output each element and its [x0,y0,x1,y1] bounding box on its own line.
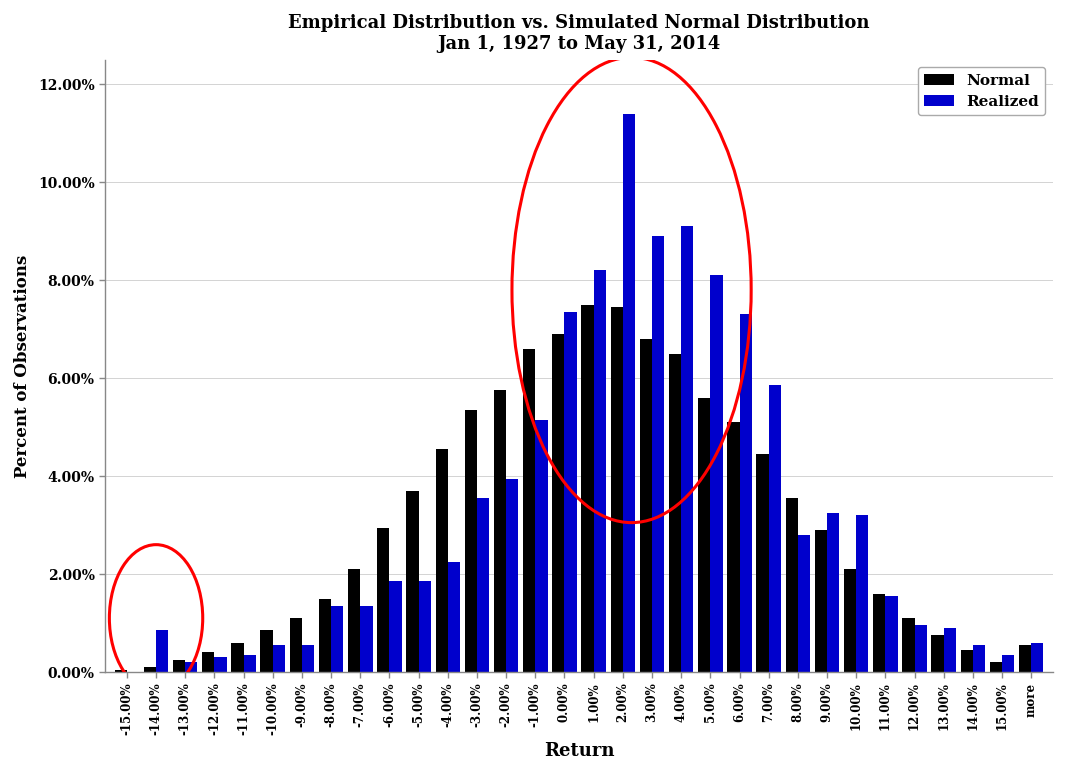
Bar [873,594,886,672]
Bar [739,314,752,672]
Bar [827,513,840,672]
Bar [856,515,869,672]
Bar [523,349,536,672]
Bar [536,420,547,672]
Y-axis label: Percent of Observations: Percent of Observations [14,255,31,478]
Bar [377,528,389,672]
Bar [973,645,985,672]
Bar [389,581,401,672]
Bar [757,454,768,672]
Bar [681,226,694,672]
Bar [319,598,331,672]
Bar [302,645,314,672]
Bar [477,498,489,672]
Bar [243,655,256,672]
Bar [114,670,127,672]
Legend: Normal, Realized: Normal, Realized [918,67,1046,115]
Bar [815,530,827,672]
Bar [260,630,273,672]
Bar [407,491,418,672]
Bar [610,307,623,672]
Bar [990,663,1002,672]
Bar [943,628,956,672]
Bar [348,569,361,672]
Bar [931,635,943,672]
Bar [798,535,810,672]
Bar [960,650,973,672]
Title: Empirical Distribution vs. Simulated Normal Distribution
Jan 1, 1927 to May 31, : Empirical Distribution vs. Simulated Nor… [288,14,870,53]
Bar [886,596,897,672]
Bar [232,642,243,672]
Bar [494,390,506,672]
Bar [623,114,635,672]
Bar [844,569,856,672]
Bar [289,618,302,672]
Bar [156,630,169,672]
Bar [698,398,711,672]
Bar [669,354,681,672]
Bar [582,305,593,672]
Bar [914,625,927,672]
Bar [711,276,722,672]
Bar [1002,655,1015,672]
Bar [903,618,914,672]
Bar [418,581,431,672]
Bar [214,657,226,672]
Bar [435,449,448,672]
Bar [593,270,606,672]
Bar [273,645,285,672]
Bar [640,339,652,672]
Bar [1019,645,1031,672]
Bar [361,606,372,672]
Bar [564,312,577,672]
Bar [144,667,156,672]
Bar [506,478,519,672]
Bar [448,562,460,672]
Bar [785,498,798,672]
Bar [186,663,197,672]
Bar [465,410,477,672]
Bar [728,423,739,672]
Bar [1031,642,1044,672]
Bar [202,652,214,672]
X-axis label: Return: Return [544,742,615,760]
Bar [331,606,344,672]
Bar [768,385,781,672]
Bar [652,236,665,672]
Bar [553,334,564,672]
Bar [173,659,186,672]
